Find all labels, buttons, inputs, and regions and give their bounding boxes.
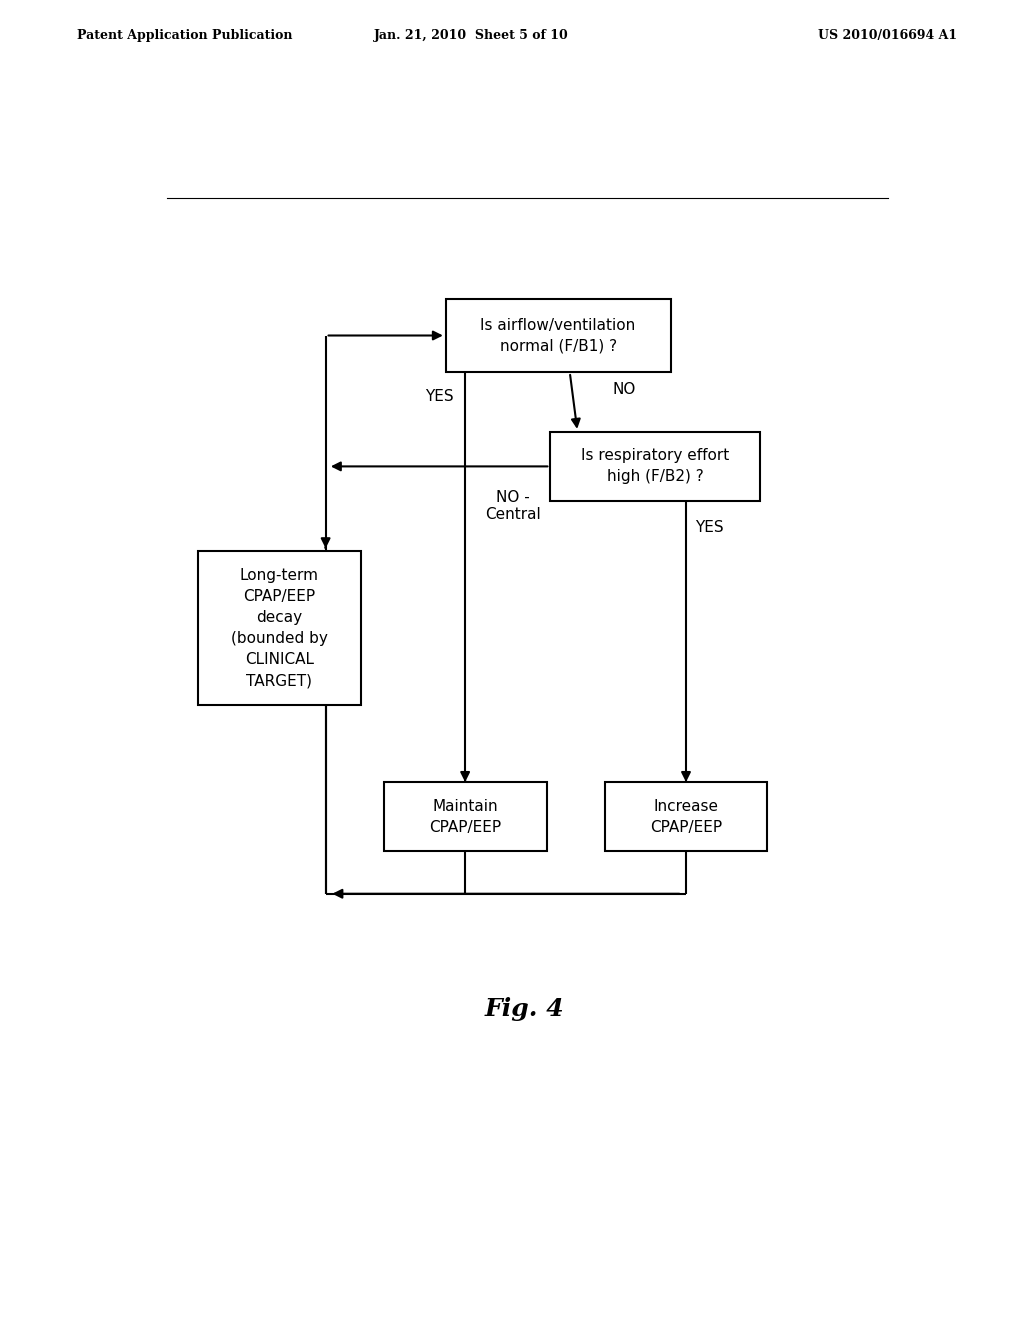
Bar [198, 552, 360, 705]
Text: Is respiratory effort
high (F/B2) ?: Is respiratory effort high (F/B2) ? [581, 449, 729, 484]
Text: Patent Application Publication: Patent Application Publication [77, 29, 292, 42]
Text: NO: NO [612, 381, 636, 396]
Text: NO -
Central: NO - Central [485, 490, 541, 521]
Bar [604, 781, 767, 851]
Text: YES: YES [695, 520, 724, 536]
Text: YES: YES [425, 389, 454, 404]
Text: US 2010/016694 A1: US 2010/016694 A1 [818, 29, 957, 42]
Text: Is airflow/ventilation
normal (F/B1) ?: Is airflow/ventilation normal (F/B1) ? [480, 318, 636, 354]
Text: Fig. 4: Fig. 4 [485, 997, 564, 1022]
Bar [384, 781, 547, 851]
Text: Long-term
CPAP/EEP
decay
(bounded by
CLINICAL
TARGET): Long-term CPAP/EEP decay (bounded by CLI… [230, 568, 328, 688]
Bar [445, 298, 671, 372]
Text: Maintain
CPAP/EEP: Maintain CPAP/EEP [429, 799, 501, 834]
Text: Increase
CPAP/EEP: Increase CPAP/EEP [650, 799, 722, 834]
Text: Jan. 21, 2010  Sheet 5 of 10: Jan. 21, 2010 Sheet 5 of 10 [374, 29, 568, 42]
Bar [550, 432, 760, 502]
